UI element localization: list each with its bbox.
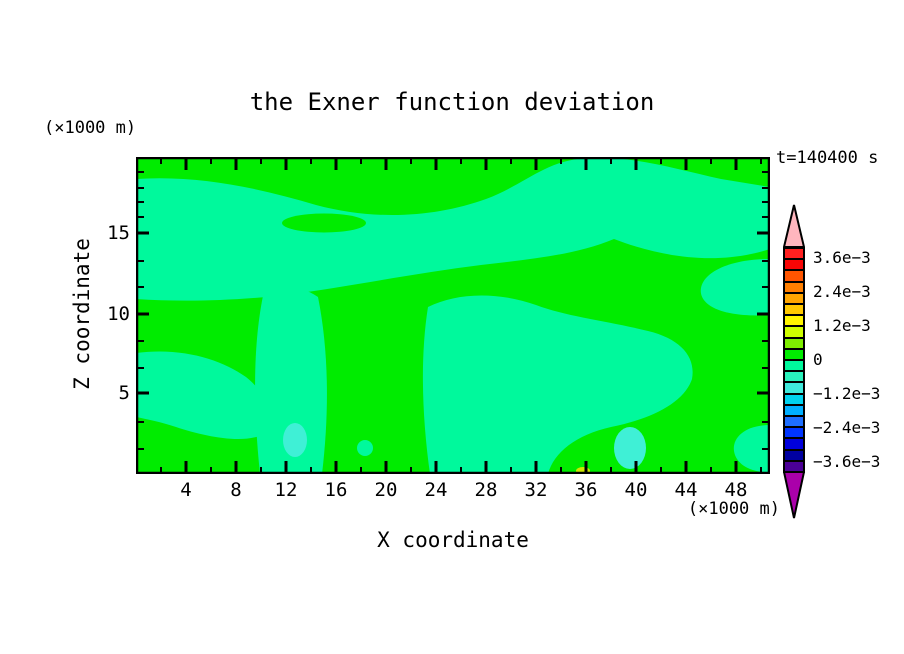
z-tick-label: 15: [107, 222, 130, 244]
x-tick-label: 12: [274, 479, 298, 501]
colorbar-segment: [785, 450, 803, 462]
colorbar-label: 1.2e−3: [813, 316, 871, 336]
x-axis-tick-labels: 4 8 12 16 20 24 28 32 36 40 44 48: [136, 479, 770, 503]
plot-title: the Exner function deviation: [249, 88, 655, 116]
colorbar-segment: [785, 282, 803, 294]
field-negative-dot: [357, 440, 373, 456]
colorbar-segment: [785, 428, 803, 440]
z-tick-label: 5: [118, 382, 130, 404]
colorbar-segment: [785, 394, 803, 406]
z-axis-unit-label: (×1000 m): [44, 118, 137, 138]
colorbar-label: 2.4e−3: [813, 282, 871, 302]
colorbar-label: −2.4e−3: [813, 417, 881, 437]
x-tick-label: 28: [474, 479, 498, 501]
colorbar-arrow-top: [783, 204, 805, 248]
colorbar-segment: [785, 372, 803, 384]
x-tick-label: 44: [674, 479, 698, 501]
colorbar-segment: [785, 271, 803, 283]
field-aqua-blob-right: [614, 427, 646, 469]
colorbar-segment: [785, 405, 803, 418]
x-tick-label: 24: [424, 479, 448, 501]
field-negative-speck: [533, 384, 541, 392]
x-tick-label: 36: [574, 479, 598, 501]
field-negative-band-column-center: [422, 295, 693, 474]
x-tick-label: 16: [324, 479, 348, 501]
colorbar-arrow-bottom-shape: [783, 471, 805, 519]
x-tick-label: 4: [180, 479, 192, 501]
colorbar-label: 0: [813, 350, 823, 369]
x-tick-label: 40: [624, 479, 648, 501]
colorbar-segment: [785, 439, 803, 451]
colorbar-labels: 3.6e−3 2.4e−3 1.2e−3 0 −1.2e−3 −2.4e−3 −3.6e−3: [813, 247, 903, 473]
x-axis-title: X coordinate: [377, 528, 529, 552]
field-negative-band-top-sweep: [136, 157, 770, 301]
colorbar-label: 3.6e−3: [813, 248, 871, 268]
colorbar: [783, 247, 805, 473]
colorbar-segment: [785, 361, 803, 373]
colorbar-segment: [785, 327, 803, 339]
colorbar-label: −1.2e−3: [813, 383, 881, 403]
colorbar-segment: [785, 249, 803, 261]
colorbar-arrow-bottom: [783, 471, 805, 519]
z-tick-label: 10: [107, 303, 130, 325]
colorbar-segment: [785, 417, 803, 429]
colorbar-segment: [785, 383, 803, 395]
colorbar-segment: [785, 260, 803, 272]
field-negative-band-right-pocket: [700, 259, 770, 316]
field-negative-band-left-pocket: [136, 351, 270, 440]
field-positive-lens: [282, 213, 366, 233]
x-tick-label: 20: [374, 479, 398, 501]
colorbar-label: −3.6e−3: [813, 451, 881, 471]
field-negative-band-bottom-right-pocket: [733, 425, 770, 473]
colorbar-segment: [785, 338, 803, 350]
z-axis-tick-labels: 5 10 15: [94, 157, 130, 474]
colorbar-segment: [785, 293, 803, 306]
contour-field: [136, 157, 770, 474]
x-tick-label: 8: [230, 479, 242, 501]
colorbar-segment: [785, 305, 803, 317]
colorbar-segment: [785, 316, 803, 328]
colorbar-arrow-top-shape: [783, 204, 805, 248]
x-axis-unit-label: (×1000 m): [687, 499, 780, 519]
x-tick-label: 32: [524, 479, 548, 501]
colorbar-segment: [785, 349, 803, 362]
field-negative-band-column-left: [255, 287, 327, 474]
plot-frame: [136, 157, 770, 474]
z-axis-title: Z coordinate: [70, 238, 94, 390]
time-annotation: t=140400 s: [776, 148, 879, 168]
field-aqua-blob-left: [283, 423, 307, 457]
x-tick-label: 48: [724, 479, 748, 501]
colorbar-segment: [785, 461, 803, 472]
